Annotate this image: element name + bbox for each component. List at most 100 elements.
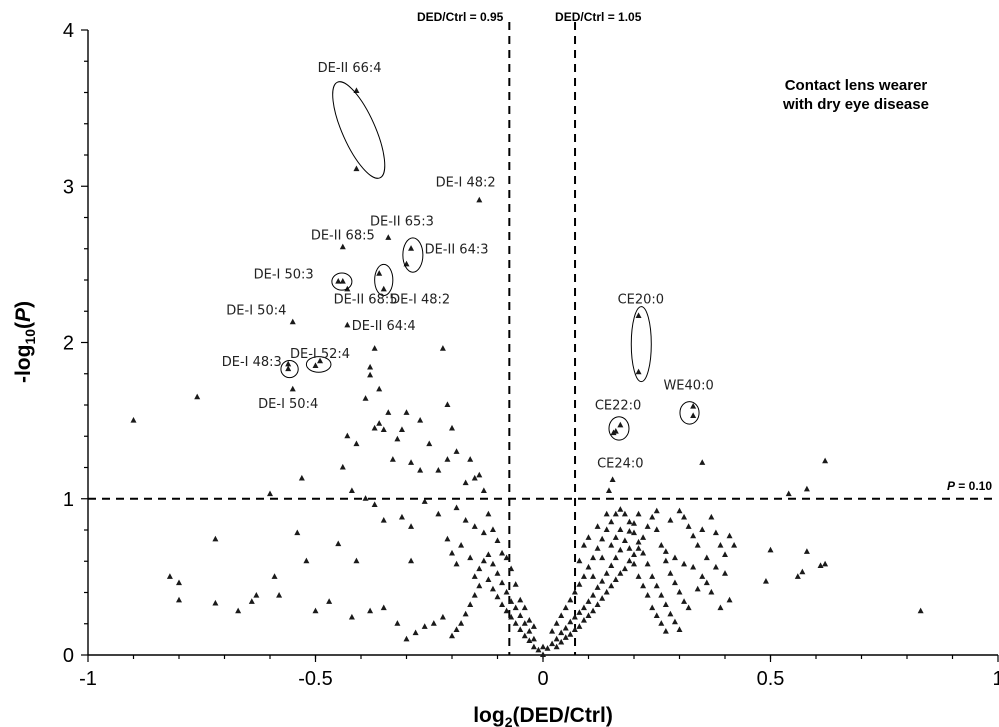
x-tick-label: 0: [537, 668, 548, 690]
data-point: [367, 371, 374, 378]
lipid-label: DE-II 64:3: [425, 242, 489, 257]
data-point: [412, 629, 419, 636]
data-point: [562, 634, 569, 640]
data-point: [553, 643, 560, 650]
lipid-label: DE-II 65:3: [370, 214, 434, 229]
data-point: [276, 592, 283, 598]
data-point: [576, 581, 583, 587]
data-point: [612, 534, 619, 540]
data-point: [590, 554, 597, 561]
lipid-label: WE40:0: [663, 378, 713, 393]
data-point: [417, 417, 424, 423]
data-point: [690, 412, 697, 418]
data-point: [671, 618, 678, 625]
data-point: [662, 601, 669, 607]
y-tick-label: 2: [63, 333, 74, 355]
data-point: [640, 582, 647, 589]
data-point: [480, 529, 487, 536]
data-point: [603, 588, 610, 595]
data-point: [485, 551, 492, 557]
lipid-label: CE24:0: [597, 457, 643, 472]
data-point: [662, 627, 669, 634]
data-point: [626, 527, 633, 534]
data-point: [530, 643, 537, 650]
data-point: [439, 345, 446, 351]
data-point: [253, 592, 260, 598]
data-point: [439, 613, 446, 620]
data-point: [690, 563, 697, 570]
data-point: [289, 318, 296, 325]
axes: [87, 30, 998, 656]
data-point: [449, 632, 455, 639]
data-point: [585, 612, 592, 618]
data-point: [917, 607, 924, 614]
x-tick-label: 0.5: [757, 668, 785, 690]
data-point: [553, 635, 560, 642]
data-point: [362, 395, 369, 401]
data-point: [676, 507, 683, 514]
data-point: [653, 612, 660, 618]
data-point: [599, 554, 606, 561]
data-point: [644, 592, 651, 598]
data-point: [421, 498, 428, 504]
data-point: [480, 557, 487, 564]
data-point: [462, 610, 469, 617]
data-point: [499, 549, 506, 556]
data-point: [626, 557, 633, 564]
data-point: [294, 529, 301, 536]
data-point: [344, 321, 351, 328]
data-point: [567, 618, 574, 625]
data-point: [594, 545, 601, 551]
data-point: [635, 368, 642, 375]
data-point: [344, 432, 351, 439]
data-point: [703, 554, 710, 561]
data-point: [762, 577, 769, 584]
lipid-label: DE-I 48:3: [222, 355, 282, 370]
data-point: [580, 542, 587, 548]
data-point: [471, 474, 478, 481]
data-point: [467, 554, 474, 561]
x-tick-label: -1: [79, 668, 97, 690]
data-point: [585, 598, 592, 604]
data-point: [485, 576, 492, 582]
data-point: [594, 523, 601, 529]
data-point: [803, 548, 810, 554]
data-point: [380, 604, 387, 611]
data-point: [662, 557, 669, 564]
data-point: [708, 588, 715, 595]
data-point: [681, 560, 688, 567]
data-point: [635, 312, 642, 318]
highlight-ellipse: [608, 416, 630, 441]
data-point: [458, 542, 465, 548]
data-point: [576, 623, 583, 629]
data-point: [348, 487, 355, 493]
data-point: [571, 588, 578, 595]
data-point: [398, 513, 405, 520]
data-point: [608, 562, 615, 568]
lipid-label: DE-I 52:4: [290, 347, 350, 362]
data-point: [585, 534, 592, 540]
y-tick-label: 0: [63, 645, 74, 667]
lipid-label: CE20:0: [618, 292, 664, 307]
data-point: [635, 573, 642, 579]
data-point: [453, 560, 460, 567]
lipid-label: DE-II 68:5: [311, 228, 375, 243]
data-point: [817, 562, 824, 568]
data-point: [562, 604, 569, 611]
data-point: [166, 573, 173, 579]
data-point: [590, 607, 597, 614]
data-point: [558, 629, 565, 636]
data-point: [380, 285, 387, 292]
data-point: [785, 490, 792, 497]
data-point: [558, 638, 565, 645]
data-point: [421, 623, 428, 629]
data-point: [671, 554, 678, 561]
data-point: [667, 610, 674, 617]
data-point: [649, 604, 656, 611]
data-point: [590, 573, 597, 579]
data-point: [558, 612, 565, 618]
data-point: [599, 535, 606, 542]
data-point: [512, 620, 519, 626]
data-point: [303, 557, 310, 564]
data-point: [353, 165, 360, 172]
